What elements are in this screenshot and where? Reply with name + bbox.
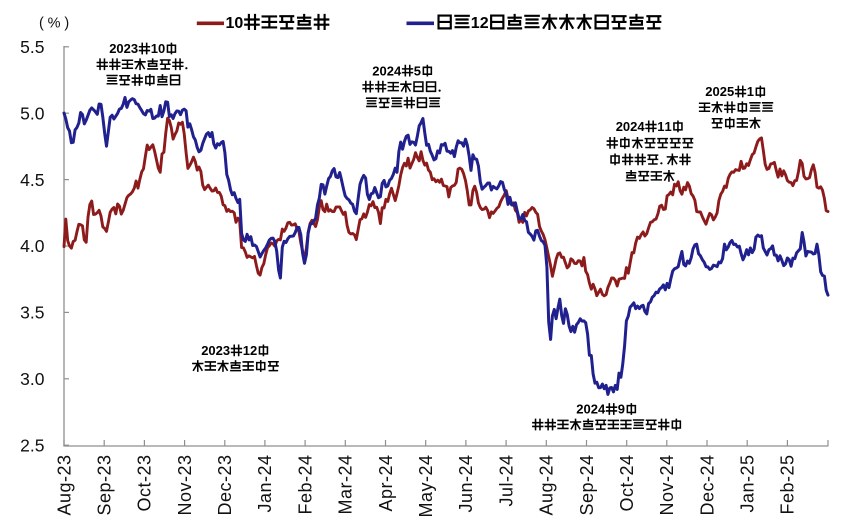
svg-text:3.5: 3.5 — [20, 303, 44, 323]
svg-text:11: 11 — [657, 119, 672, 134]
svg-text:Jan-25: Jan-25 — [738, 455, 758, 513]
svg-text:4.5: 4.5 — [20, 170, 44, 190]
svg-text:12: 12 — [243, 343, 258, 358]
svg-text:Nov-23: Nov-23 — [175, 455, 195, 516]
svg-text:4.0: 4.0 — [20, 236, 45, 256]
svg-text:1: 1 — [747, 84, 754, 99]
svg-text:12: 12 — [471, 15, 489, 32]
svg-text:Dec-24: Dec-24 — [697, 455, 717, 516]
svg-text:2024: 2024 — [576, 402, 606, 417]
svg-text:2023: 2023 — [201, 343, 230, 358]
svg-text:Sep-23: Sep-23 — [95, 455, 115, 516]
svg-text:Nov-24: Nov-24 — [657, 455, 677, 516]
svg-text:Aug-23: Aug-23 — [54, 455, 74, 516]
svg-text:Oct-24: Oct-24 — [617, 455, 637, 512]
svg-text:Jan-24: Jan-24 — [255, 455, 275, 513]
svg-text:Jun-24: Jun-24 — [456, 455, 476, 513]
svg-text:Oct-23: Oct-23 — [135, 455, 155, 512]
svg-text:2024: 2024 — [372, 63, 402, 78]
svg-text:10: 10 — [151, 41, 166, 56]
svg-text:Feb-25: Feb-25 — [778, 455, 798, 515]
svg-text:2023: 2023 — [109, 41, 138, 56]
svg-text:2025: 2025 — [705, 84, 734, 99]
svg-text:2.5: 2.5 — [20, 435, 44, 455]
svg-text:Apr-24: Apr-24 — [376, 455, 396, 512]
svg-text:9: 9 — [618, 402, 625, 417]
svg-text:5: 5 — [414, 63, 421, 78]
svg-text:3.0: 3.0 — [20, 369, 45, 389]
svg-text:Aug-24: Aug-24 — [537, 455, 557, 516]
svg-text:Feb-24: Feb-24 — [295, 455, 315, 515]
svg-text:Mar-24: Mar-24 — [336, 455, 356, 515]
svg-text:Jul-24: Jul-24 — [496, 455, 516, 507]
svg-text:10: 10 — [226, 15, 244, 32]
svg-text:May-24: May-24 — [416, 455, 436, 518]
svg-text:2024: 2024 — [616, 119, 646, 134]
svg-text:Dec-23: Dec-23 — [215, 455, 235, 516]
svg-text:(%): (%) — [39, 16, 73, 32]
svg-text:5.0: 5.0 — [20, 103, 45, 123]
svg-text:5.5: 5.5 — [20, 37, 44, 57]
svg-text:Sep-24: Sep-24 — [577, 455, 597, 516]
